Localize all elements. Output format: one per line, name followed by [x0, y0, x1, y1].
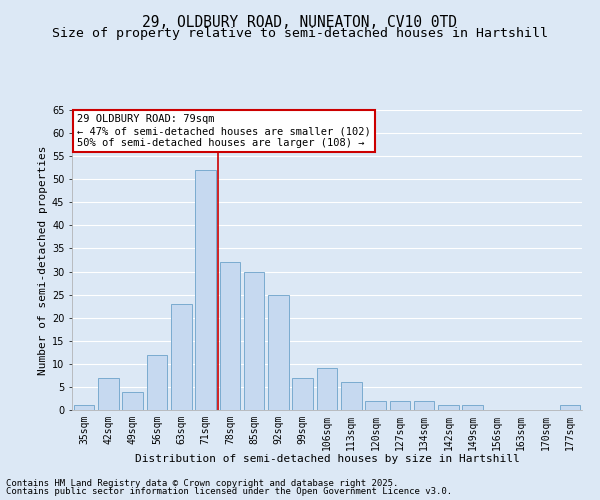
Bar: [560, 406, 580, 410]
Bar: [389, 401, 410, 410]
Bar: [438, 406, 459, 410]
Bar: [220, 262, 240, 410]
Text: Contains public sector information licensed under the Open Government Licence v3: Contains public sector information licen…: [6, 487, 452, 496]
Bar: [341, 382, 362, 410]
Y-axis label: Number of semi-detached properties: Number of semi-detached properties: [38, 145, 47, 375]
Bar: [244, 272, 265, 410]
Text: Size of property relative to semi-detached houses in Hartshill: Size of property relative to semi-detach…: [52, 28, 548, 40]
Bar: [414, 401, 434, 410]
Bar: [195, 170, 216, 410]
Text: Contains HM Land Registry data © Crown copyright and database right 2025.: Contains HM Land Registry data © Crown c…: [6, 478, 398, 488]
Bar: [365, 401, 386, 410]
Bar: [292, 378, 313, 410]
Bar: [268, 294, 289, 410]
Bar: [463, 406, 483, 410]
Bar: [317, 368, 337, 410]
Bar: [171, 304, 191, 410]
Bar: [98, 378, 119, 410]
Text: 29 OLDBURY ROAD: 79sqm
← 47% of semi-detached houses are smaller (102)
50% of se: 29 OLDBURY ROAD: 79sqm ← 47% of semi-det…: [77, 114, 371, 148]
Text: 29, OLDBURY ROAD, NUNEATON, CV10 0TD: 29, OLDBURY ROAD, NUNEATON, CV10 0TD: [143, 15, 458, 30]
X-axis label: Distribution of semi-detached houses by size in Hartshill: Distribution of semi-detached houses by …: [134, 454, 520, 464]
Bar: [74, 406, 94, 410]
Bar: [146, 354, 167, 410]
Bar: [122, 392, 143, 410]
